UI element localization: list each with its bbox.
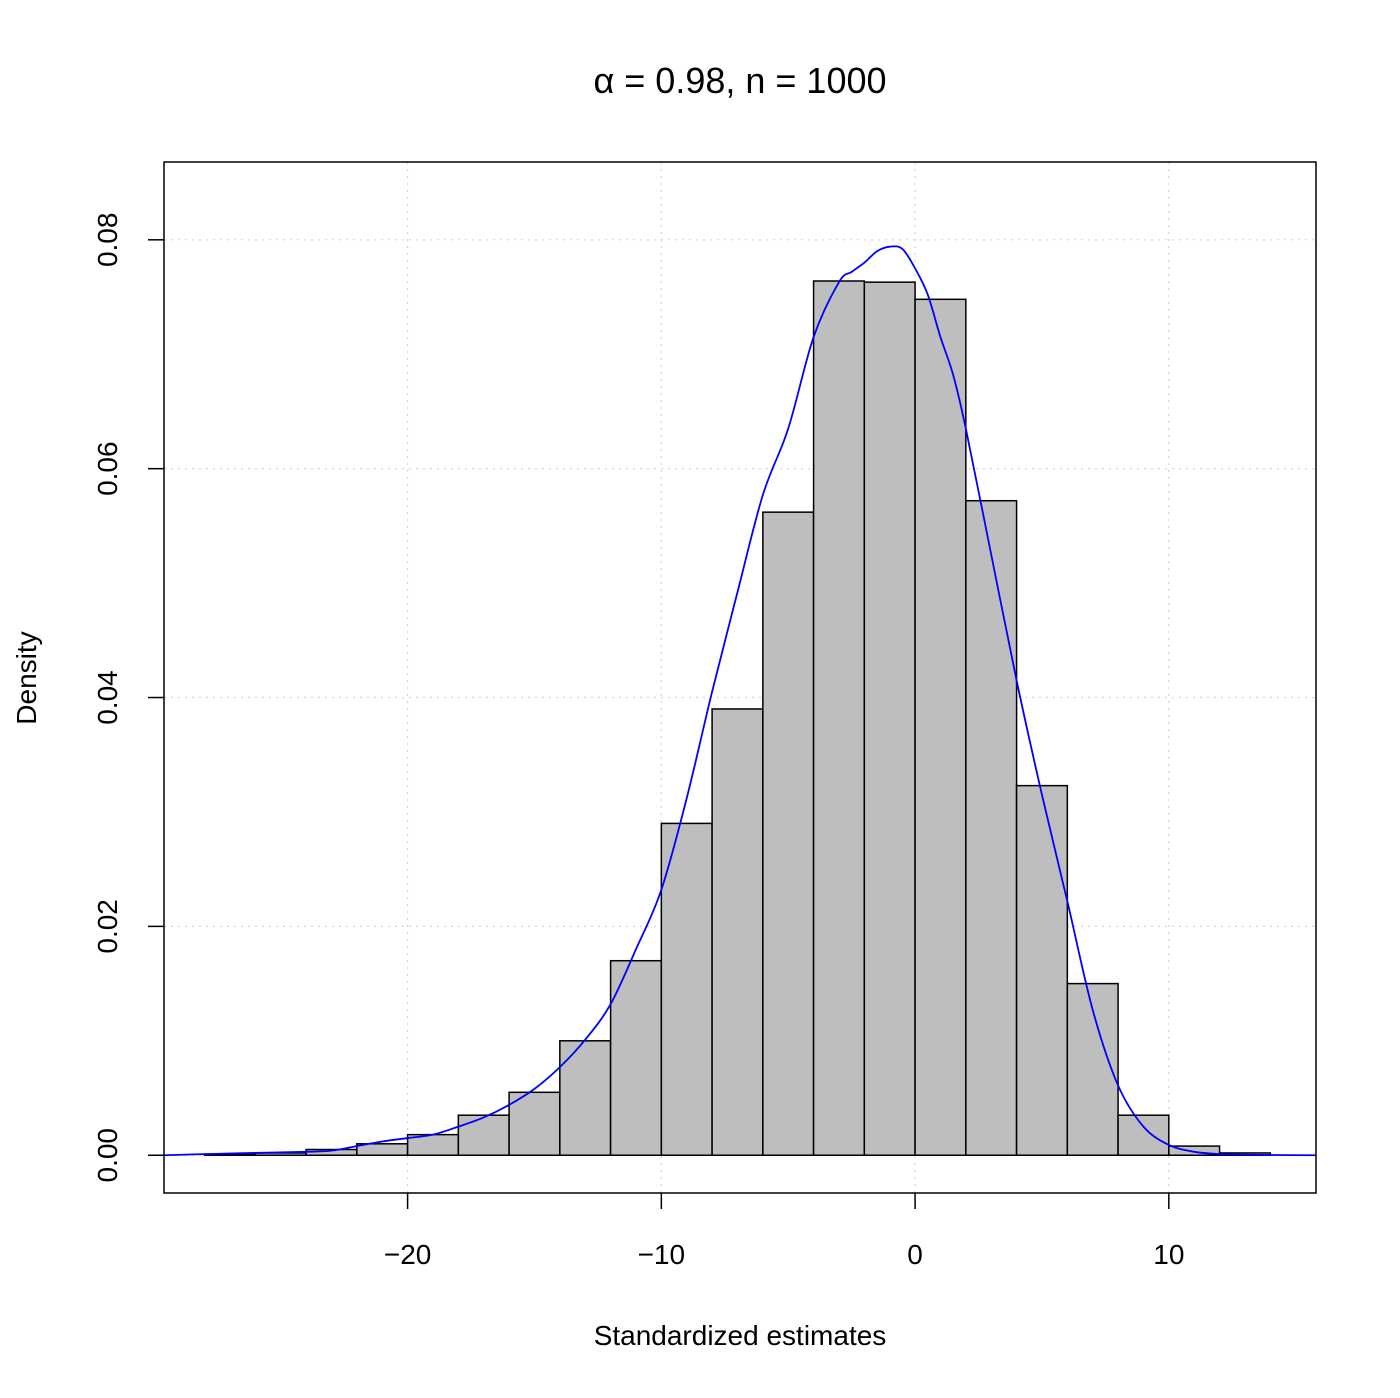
chart-title: α = 0.98, n = 1000: [593, 60, 886, 101]
density-curve-line: [163, 245, 1317, 1157]
histogram-bar: [457, 1114, 510, 1156]
histogram-bar: [1117, 1114, 1170, 1156]
histogram-bar: [1066, 982, 1119, 1156]
y-tick-label: 0.04: [92, 670, 123, 725]
histogram-bar: [1015, 784, 1069, 1156]
histogram-bar: [1168, 1145, 1221, 1156]
x-tick-label: 0: [907, 1239, 923, 1270]
y-axis: 0.00 0.02 0.04 0.06 0.08: [92, 213, 164, 1183]
y-tick-label: 0.08: [92, 213, 123, 268]
x-axis: −20 −10 0 10: [384, 1193, 1184, 1270]
histogram-bar: [660, 822, 713, 1156]
y-tick-label: 0.02: [92, 899, 123, 954]
histogram-bar: [914, 298, 967, 1156]
histogram-bar: [863, 281, 916, 1156]
x-axis-label: Standardized estimates: [594, 1320, 887, 1351]
histogram-bar: [559, 1040, 612, 1156]
plot-frame: [163, 161, 1317, 1194]
histogram-bar: [711, 708, 764, 1156]
y-axis-label: Density: [11, 631, 42, 724]
x-tick-label: −20: [384, 1239, 432, 1270]
y-tick-label: 0.00: [92, 1128, 123, 1183]
x-tick-label: 10: [1153, 1239, 1184, 1270]
histogram-bar: [762, 511, 815, 1156]
histogram-bar: [965, 499, 1018, 1156]
histogram-bar: [508, 1091, 561, 1156]
y-tick-label: 0.06: [92, 441, 123, 496]
bars: [203, 280, 1272, 1156]
histogram-bar: [812, 280, 866, 1156]
density-curve: [163, 245, 1317, 1157]
x-tick-label: −10: [638, 1239, 686, 1270]
